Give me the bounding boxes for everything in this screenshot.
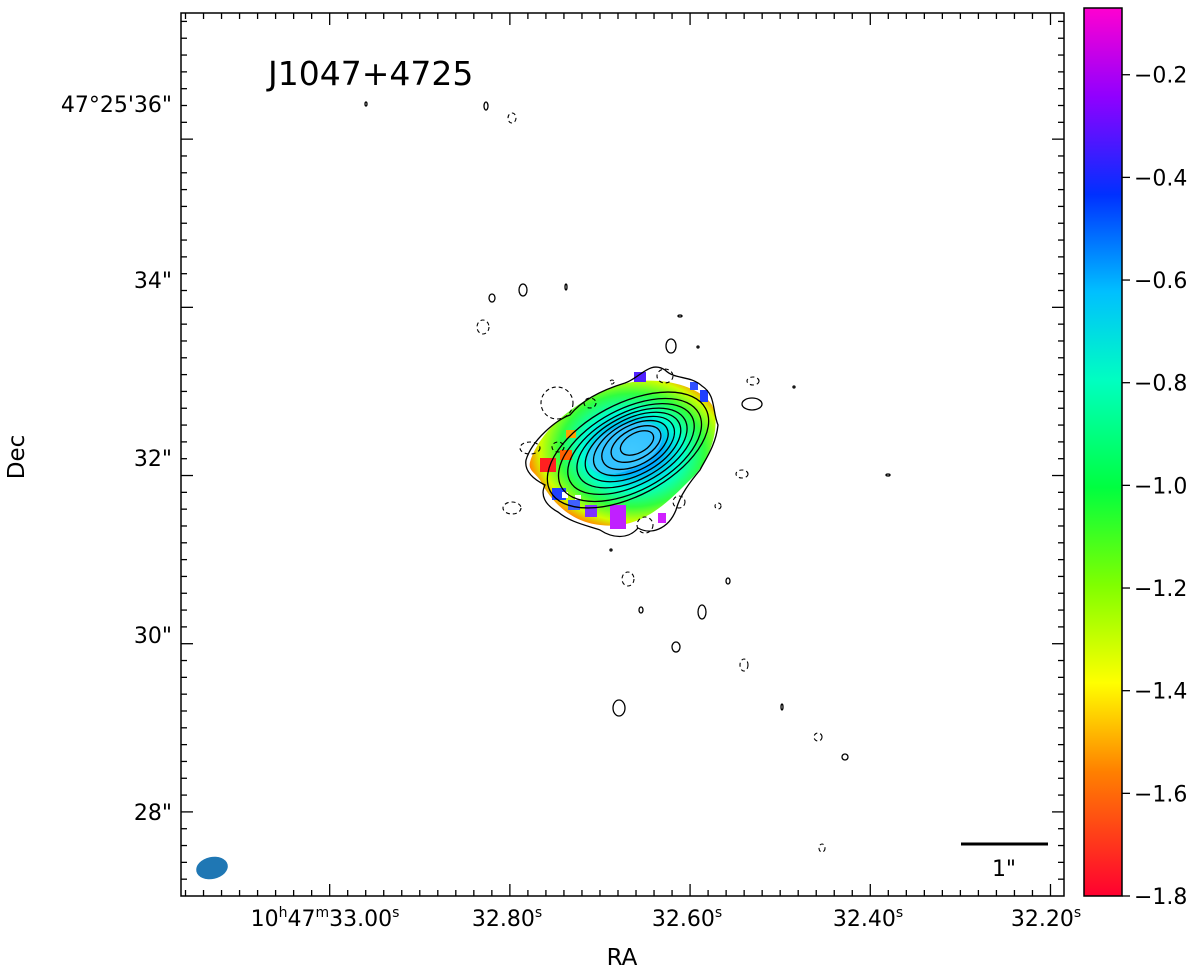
x-axis-label: RA (607, 945, 638, 971)
colorbar-frame (1083, 7, 1123, 897)
colorbar-tick-label: −0.8 (1134, 372, 1187, 397)
y-tick-label: 32" (134, 447, 172, 472)
beam-ellipse (196, 856, 228, 880)
x-tick-label: 32.40s (833, 905, 903, 932)
colorbar-tick-label: −1.0 (1134, 474, 1187, 499)
axis-ticks (181, 13, 1064, 896)
y-tick-label: 30" (134, 624, 172, 649)
colorbar-tick-label: −1.6 (1134, 782, 1187, 807)
y-tick-label: 47°25'36" (61, 93, 172, 118)
chart-title: J1047+4725 (266, 54, 473, 93)
colorbar-tick-label: −1.8 (1134, 885, 1187, 910)
flux-contours (364, 101, 891, 761)
colorbar-tick-label: −0.4 (1134, 166, 1187, 191)
x-tick-label: 32.80s (472, 905, 542, 932)
colorbar: −0.2 −0.4 −0.6 −0.8 −1.0 −1.2 −1.4 −1.6 −1.8 (1083, 7, 1187, 910)
x-tick-label: 10h47m33.00s (251, 905, 400, 932)
colorbar-tick-label: −1.2 (1134, 577, 1187, 602)
x-tick-label: 32.60s (652, 905, 722, 932)
colorbar-tick-label: −0.2 (1134, 64, 1187, 89)
colorbar-tick-label: −0.6 (1134, 269, 1187, 294)
colorbar-fill (1084, 8, 1122, 896)
colorbar-tick-label: −1.4 (1134, 680, 1187, 705)
image-area: 1" J1047+4725 (196, 54, 1048, 882)
colorbar-ticks: −0.2 −0.4 −0.6 −0.8 −1.0 −1.2 −1.4 −1.6 −1.8 (1122, 64, 1187, 910)
y-tick-label: 34" (134, 269, 172, 294)
y-axis-label: Dec (4, 435, 30, 480)
x-tick-labels: 10h47m33.00s 32.80s 32.60s 32.40s 32.20s (251, 905, 1082, 932)
x-tick-label: 32.20s (1011, 905, 1081, 932)
scale-bar-label: 1" (992, 857, 1016, 882)
negative-contours (476, 112, 826, 853)
y-tick-labels: 47°25'36" 34" 32" 30" 28" (61, 93, 172, 826)
y-tick-label: 28" (134, 801, 172, 826)
